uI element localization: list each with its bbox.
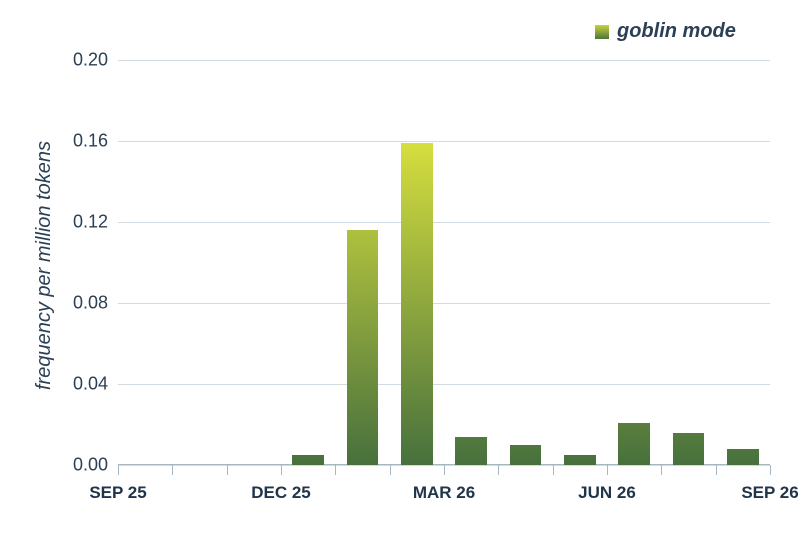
x-tick-label: SEP 25 xyxy=(89,483,146,503)
x-tick xyxy=(335,465,336,475)
y-tick-label: 0.00 xyxy=(0,455,108,476)
x-tick xyxy=(444,465,445,475)
bar xyxy=(455,437,487,465)
x-tick-label: MAR 26 xyxy=(413,483,475,503)
legend: goblin mode xyxy=(595,20,736,43)
bar xyxy=(727,449,759,465)
x-tick-label: SEP 26 xyxy=(741,483,798,503)
x-tick xyxy=(498,465,499,475)
gridline xyxy=(118,303,770,304)
gridline xyxy=(118,141,770,142)
x-tick xyxy=(770,465,771,475)
bar xyxy=(618,423,650,466)
x-tick-label: JUN 26 xyxy=(578,483,636,503)
gridline xyxy=(118,222,770,223)
bar xyxy=(401,143,433,465)
y-tick-label: 0.16 xyxy=(0,131,108,152)
y-tick-label: 0.20 xyxy=(0,50,108,71)
bar xyxy=(292,455,324,465)
y-tick-label: 0.08 xyxy=(0,293,108,314)
frequency-bar-chart: goblin mode frequency per million tokens… xyxy=(0,0,808,539)
legend-swatch xyxy=(595,25,609,39)
x-tick xyxy=(607,465,608,475)
bar xyxy=(673,433,705,465)
x-tick xyxy=(716,465,717,475)
x-tick xyxy=(390,465,391,475)
plot-area: SEP 25DEC 25MAR 26JUN 26SEP 26 xyxy=(118,50,770,465)
x-tick xyxy=(281,465,282,475)
y-axis-title: frequency per million tokens xyxy=(33,141,56,390)
y-tick-label: 0.12 xyxy=(0,212,108,233)
x-tick xyxy=(172,465,173,475)
x-tick-label: DEC 25 xyxy=(251,483,311,503)
legend-label: goblin mode xyxy=(617,20,736,43)
bar xyxy=(347,230,379,465)
x-tick xyxy=(661,465,662,475)
bar xyxy=(510,445,542,465)
gridline xyxy=(118,60,770,61)
gridline xyxy=(118,384,770,385)
x-tick xyxy=(227,465,228,475)
bar xyxy=(564,455,596,465)
x-tick xyxy=(118,465,119,475)
y-tick-label: 0.04 xyxy=(0,374,108,395)
x-tick xyxy=(553,465,554,475)
